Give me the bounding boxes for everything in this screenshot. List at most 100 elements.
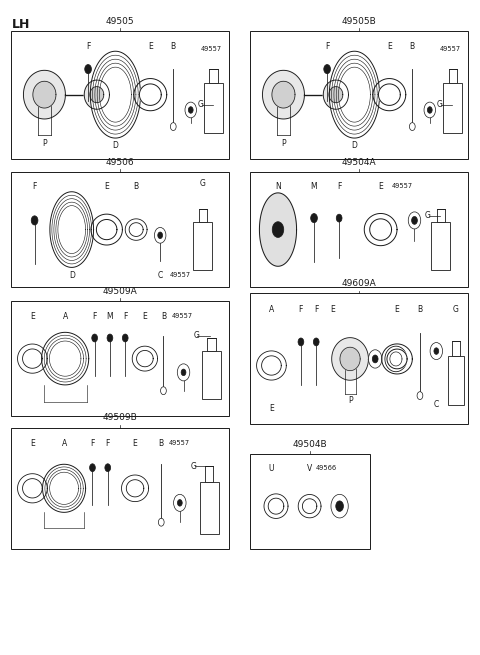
Circle shape [434, 348, 439, 354]
Text: P: P [281, 139, 286, 147]
Text: 49557: 49557 [201, 46, 222, 52]
Circle shape [424, 102, 435, 118]
Bar [199, 208, 207, 223]
Circle shape [177, 364, 190, 381]
Polygon shape [385, 346, 407, 371]
Text: 49557: 49557 [440, 46, 461, 52]
Polygon shape [272, 81, 295, 108]
Text: LH: LH [12, 18, 30, 31]
Circle shape [336, 501, 344, 512]
Text: E: E [30, 312, 35, 321]
Bar [250, 31, 468, 159]
Text: P: P [42, 139, 47, 147]
Text: E: E [330, 305, 335, 314]
Polygon shape [387, 349, 407, 369]
Text: E: E [30, 439, 35, 448]
Polygon shape [370, 219, 392, 240]
Circle shape [160, 386, 166, 394]
Circle shape [181, 369, 186, 375]
Circle shape [272, 221, 284, 237]
Polygon shape [24, 70, 65, 119]
Bar [452, 341, 460, 356]
Text: E: E [387, 42, 392, 50]
Bar [250, 293, 468, 424]
Text: F: F [337, 181, 341, 191]
Text: 49557: 49557 [169, 440, 190, 447]
Polygon shape [268, 498, 284, 514]
Polygon shape [129, 223, 143, 236]
Polygon shape [23, 479, 42, 498]
Circle shape [427, 107, 432, 113]
Text: A: A [62, 312, 68, 321]
Polygon shape [91, 214, 122, 245]
Text: V: V [307, 464, 312, 473]
Text: E: E [104, 181, 109, 191]
Circle shape [408, 212, 421, 229]
Bar [209, 69, 218, 83]
Text: 49504B: 49504B [292, 440, 327, 449]
Text: 49557: 49557 [392, 183, 413, 189]
Text: G: G [191, 462, 197, 471]
Polygon shape [257, 351, 286, 380]
Circle shape [313, 338, 319, 346]
Polygon shape [373, 79, 406, 111]
Circle shape [324, 64, 331, 74]
Polygon shape [43, 464, 85, 512]
Text: B: B [410, 42, 415, 50]
Polygon shape [132, 346, 157, 371]
Circle shape [31, 215, 38, 225]
Text: G: G [200, 179, 206, 188]
Text: 49509A: 49509A [102, 287, 137, 296]
Bar [207, 337, 216, 352]
Bar [448, 356, 464, 405]
Text: D: D [69, 271, 75, 280]
Text: M: M [107, 312, 113, 321]
Bar [432, 223, 450, 270]
Polygon shape [23, 349, 42, 368]
Text: F: F [314, 305, 318, 314]
Text: F: F [32, 181, 37, 191]
Circle shape [174, 495, 186, 512]
Text: B: B [171, 42, 176, 50]
Text: G: G [437, 100, 443, 109]
Bar [11, 172, 229, 287]
Bar [444, 83, 462, 133]
Text: 49509B: 49509B [102, 413, 137, 422]
Text: 49557: 49557 [172, 313, 193, 319]
Bar [204, 83, 223, 133]
Text: N: N [275, 181, 281, 191]
Polygon shape [324, 80, 348, 109]
Circle shape [331, 495, 348, 518]
Polygon shape [50, 192, 94, 267]
Bar [11, 31, 229, 159]
Bar [193, 223, 212, 270]
Text: G: G [193, 331, 199, 340]
Bar [250, 172, 468, 287]
Polygon shape [390, 352, 402, 366]
Text: B: B [159, 439, 164, 448]
Text: G: G [425, 212, 431, 220]
Text: C: C [157, 271, 163, 280]
Circle shape [122, 334, 128, 342]
Bar [448, 69, 457, 83]
Polygon shape [90, 86, 104, 103]
Bar [205, 466, 214, 481]
Bar [250, 454, 370, 549]
Text: 49505B: 49505B [341, 17, 376, 26]
Polygon shape [18, 474, 47, 503]
Text: F: F [123, 312, 127, 321]
Text: 49609A: 49609A [341, 279, 376, 288]
Text: 49566: 49566 [316, 465, 337, 471]
Text: F: F [325, 42, 329, 50]
Text: 49557: 49557 [170, 272, 191, 278]
Text: F: F [299, 305, 303, 314]
Polygon shape [264, 494, 288, 518]
Text: F: F [86, 42, 90, 50]
Polygon shape [42, 332, 89, 385]
Polygon shape [125, 219, 147, 240]
Circle shape [369, 350, 382, 368]
Polygon shape [262, 356, 281, 375]
Polygon shape [84, 80, 109, 109]
Text: M: M [311, 181, 317, 191]
Polygon shape [137, 350, 153, 367]
